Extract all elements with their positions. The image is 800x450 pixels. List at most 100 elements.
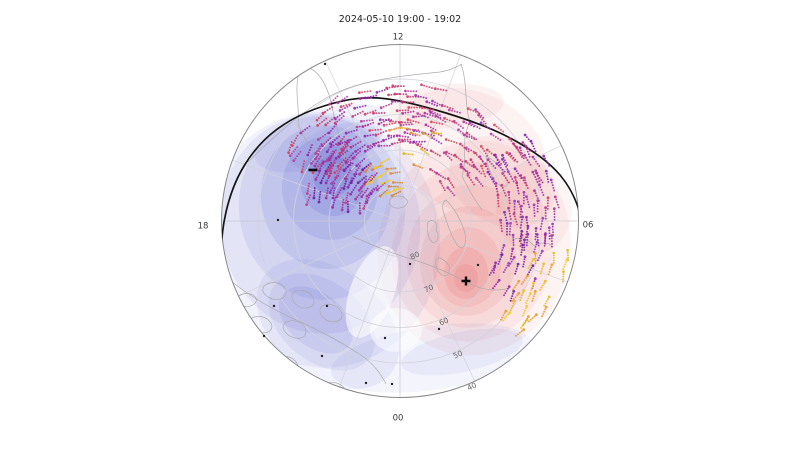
vector-dot — [359, 111, 362, 114]
vector-dot — [364, 104, 367, 107]
vector-dot — [364, 170, 368, 174]
vector-dot — [514, 272, 517, 275]
vector-dot — [391, 181, 395, 184]
vector-dot — [476, 110, 479, 113]
vector-dot — [357, 188, 361, 192]
vector-dot — [318, 171, 321, 174]
vector-trail — [389, 171, 401, 175]
vector-dot — [502, 130, 505, 133]
vector-trail — [392, 187, 405, 192]
vector-trail — [497, 253, 504, 265]
vector-dot — [384, 118, 387, 121]
vector-dot — [509, 218, 512, 220]
vector-dot — [521, 141, 525, 144]
vector-dot — [296, 146, 299, 149]
vector-dot — [503, 170, 506, 173]
vector-dot — [436, 113, 439, 115]
vector-dot — [379, 174, 383, 178]
vector-dot — [462, 120, 466, 124]
vector-dot — [431, 110, 434, 113]
mlt-label-18: 18 — [198, 222, 209, 232]
vector-dot — [534, 169, 538, 173]
vector-dot — [533, 250, 535, 253]
vector-dot — [516, 160, 519, 163]
vector-dot — [333, 201, 335, 204]
vector-dot — [499, 318, 502, 321]
vector-dot — [486, 126, 489, 129]
vector-dot — [426, 134, 429, 137]
vector-cluster-noon-orange — [388, 126, 443, 169]
vector-dot — [543, 279, 547, 283]
contour-level — [370, 308, 422, 352]
mlt-label-06: 06 — [583, 221, 594, 231]
vector-dot — [509, 225, 512, 228]
vector-dot — [544, 212, 547, 215]
vector-dot — [365, 201, 369, 204]
vector-dot — [517, 189, 520, 192]
vector-dot — [363, 120, 366, 122]
vector-dot — [562, 280, 564, 283]
vector-dot — [370, 163, 372, 166]
vector-trail — [363, 133, 377, 138]
vector-dot — [511, 292, 514, 295]
vector-trail — [459, 165, 471, 174]
vector-trail — [522, 255, 527, 268]
vector-dot — [519, 237, 522, 240]
vector-dot — [313, 164, 317, 168]
vector-dot — [502, 271, 505, 274]
vector-dot — [292, 142, 295, 145]
meridian-line — [405, 222, 567, 283]
vector-dot — [383, 144, 386, 147]
vector-dot — [294, 157, 297, 160]
vector-dot — [489, 271, 492, 274]
vector-dot — [532, 203, 536, 207]
vector-dot — [535, 194, 538, 197]
vector-dot — [509, 257, 512, 260]
vector-dot — [551, 222, 554, 226]
vector-dot — [536, 210, 539, 213]
vector-dot — [317, 138, 320, 141]
vector-dot — [448, 179, 451, 182]
vector-dot — [371, 146, 374, 148]
vector-dot — [341, 206, 344, 209]
vector-trail — [464, 160, 475, 169]
vector-dot — [417, 121, 420, 124]
vector-dot — [407, 90, 410, 93]
vector-dot — [538, 183, 541, 187]
vector-dot — [516, 187, 519, 190]
vector-dot — [527, 203, 530, 206]
vector-dot — [528, 295, 531, 298]
vector-dot — [483, 172, 486, 175]
vector-dot — [344, 107, 346, 109]
vector-dot — [390, 134, 393, 137]
vector-dot — [478, 127, 481, 130]
vector-dot — [318, 122, 321, 125]
vector-dot — [369, 90, 372, 93]
vector-dot — [361, 125, 365, 128]
vector-dot — [533, 315, 536, 318]
vector-trail — [305, 194, 312, 207]
vector-dot — [292, 159, 296, 163]
vector-dot — [344, 157, 347, 160]
vector-dot — [401, 126, 404, 129]
vector-dot — [358, 204, 361, 207]
vector-dot — [440, 142, 443, 145]
vector-dot — [522, 328, 526, 332]
vector-dot — [306, 127, 309, 129]
vector-dot — [367, 96, 370, 99]
vector-dot — [359, 147, 362, 150]
vector-dot — [379, 132, 382, 135]
vector-dot — [435, 171, 439, 175]
vector-trail — [538, 183, 545, 196]
vector-trail — [399, 126, 411, 130]
vector-trail — [333, 115, 345, 125]
vector-dot — [548, 164, 551, 167]
vector-dot — [362, 207, 366, 210]
vector-dot — [533, 212, 536, 215]
vector-dot — [317, 174, 320, 177]
vector-dot — [352, 137, 355, 140]
vector-dot — [536, 207, 539, 210]
vector-dot — [390, 167, 393, 170]
vector-dot — [336, 95, 339, 98]
vector-dot — [344, 145, 347, 148]
